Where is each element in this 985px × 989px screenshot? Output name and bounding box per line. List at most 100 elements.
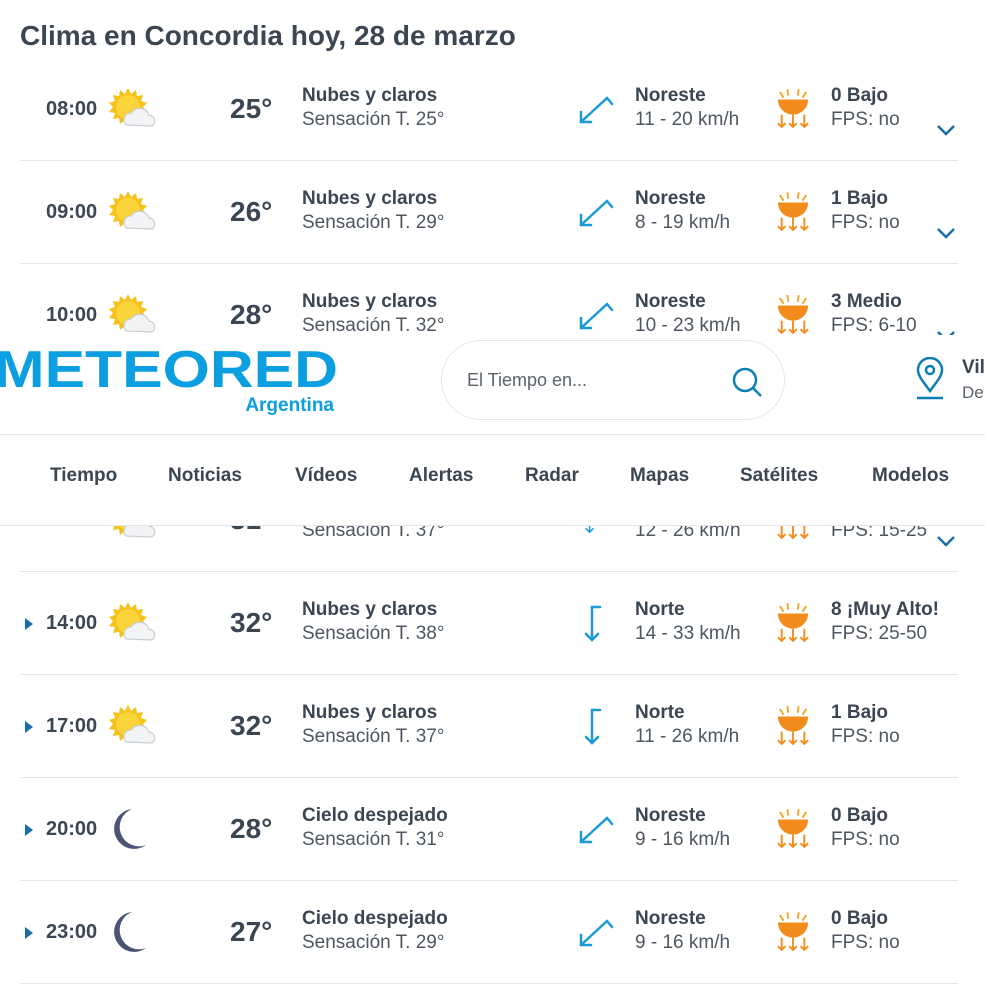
condition: Nubes y claros: [302, 599, 438, 620]
temperature: 32°: [230, 607, 273, 638]
logo-country: Argentina: [245, 395, 334, 415]
wind-speed: 9 - 16 km/h: [635, 932, 731, 953]
wind-icon: [578, 812, 614, 846]
expand-chevron-svg: [936, 124, 956, 136]
weather-icon-svg: [108, 87, 156, 127]
feels-like: Sensación T. 32°: [302, 315, 445, 336]
hour-row[interactable]: 14:00 32° Nubes y claros Sensación T. 38° No…: [0, 573, 985, 676]
wind-direction: Noreste: [635, 291, 706, 312]
expand-chevron: [936, 123, 956, 136]
weather-icon-svg: [114, 912, 146, 952]
page-title: Clima en Concordia hoy, 28 de marzo: [20, 20, 516, 51]
nav-item[interactable]: Modelos: [872, 465, 950, 486]
sunscreen: FPS: no: [831, 109, 900, 130]
expand-arrow-svg: [25, 927, 33, 939]
feels-like: Sensación T. 31°: [302, 829, 445, 850]
condition: Cielo despejado: [302, 908, 448, 929]
uv-icon: [776, 808, 810, 850]
weather-icon-svg: [108, 293, 156, 333]
expand-chevron: [936, 534, 956, 547]
sunscreen: FPS: no: [831, 932, 900, 953]
row-separator: [20, 263, 958, 264]
uv-index: 1 Bajo: [831, 188, 889, 209]
hour-row[interactable]: 20:00 28° Cielo despejado Sensación T. 31° N…: [0, 779, 985, 882]
hour-row[interactable]: 08:00 25° Nubes y claros Sensación T. 25° No…: [0, 59, 985, 162]
uv-index: 1 Bajo: [831, 702, 889, 723]
sunscreen: FPS: no: [831, 212, 900, 233]
weather-icon: [106, 293, 156, 339]
expand-arrow-svg: [25, 721, 33, 733]
expand-arrow-svg: [25, 618, 33, 630]
nav-item[interactable]: Satélites: [740, 465, 819, 486]
uv-icon: [776, 911, 810, 953]
sunscreen: FPS: 25-50: [831, 623, 928, 644]
temperature: 25°: [230, 93, 273, 124]
wind-direction: Noreste: [635, 85, 706, 106]
search-icon: [732, 367, 762, 397]
wind-icon: [578, 195, 614, 229]
uv-icon: [776, 294, 810, 336]
wind-icon-svg: [584, 605, 602, 642]
location-icon[interactable]: [913, 357, 947, 401]
uv-index: 0 Bajo: [831, 805, 889, 826]
wind-speed: 9 - 16 km/h: [635, 829, 731, 850]
wind-icon-svg: [584, 708, 602, 745]
nav-item[interactable]: Radar: [525, 465, 579, 486]
row-separator: [20, 160, 958, 161]
temperature: 32°: [230, 710, 273, 741]
uv-icon-svg: [776, 88, 810, 128]
temperature: 28°: [230, 299, 273, 330]
wind-direction: Norte: [635, 702, 685, 723]
wind-speed: 10 - 23 km/h: [635, 315, 741, 336]
nav-item[interactable]: Mapas: [630, 465, 690, 486]
hour: 08:00: [46, 98, 98, 120]
wind-icon-svg: [579, 919, 614, 947]
nav-item[interactable]: Alertas: [409, 465, 474, 486]
feels-like: Sensación T. 38°: [302, 623, 445, 644]
condition: Nubes y claros: [302, 85, 438, 106]
expand-chevron: [936, 226, 956, 239]
temperature: 26°: [230, 196, 273, 227]
nav-item[interactable]: Tiempo: [50, 465, 118, 486]
search-box[interactable]: El Tiempo en...: [441, 340, 785, 420]
feels-like: Sensación T. 29°: [302, 932, 445, 953]
wind-icon-svg: [579, 96, 614, 124]
wind-speed: 11 - 26 km/h: [635, 726, 740, 747]
row-separator: [20, 983, 958, 984]
weather-icon-svg: [114, 809, 146, 849]
logo-text: METEORED: [0, 343, 338, 399]
hour-row[interactable]: 09:00 26° Nubes y claros Sensación T. 29° No…: [0, 162, 985, 265]
uv-icon-svg: [776, 808, 810, 848]
temperature: 27°: [230, 916, 273, 947]
nav-item[interactable]: Noticias: [168, 465, 242, 486]
weather-icon: [106, 910, 156, 956]
expand-arrow: [24, 720, 34, 734]
sunscreen: FPS: 6-10: [831, 315, 917, 336]
expand-chevron-svg: [936, 227, 956, 239]
row-separator: [20, 880, 958, 881]
expand-arrow: [24, 823, 34, 837]
hour: 23:00: [46, 921, 98, 943]
uv-icon: [776, 602, 810, 644]
wind-direction: Noreste: [635, 908, 706, 929]
wind-icon-svg: [579, 199, 614, 227]
expand-arrow: [24, 926, 34, 940]
expand-arrow: [24, 617, 34, 631]
condition: Nubes y claros: [302, 291, 438, 312]
weather-icon: [106, 601, 156, 647]
header-divider: [0, 434, 985, 435]
wind-icon-svg: [579, 816, 614, 844]
hour-row[interactable]: 23:00 27° Cielo despejado Sensación T. 29° N…: [0, 882, 985, 985]
uv-icon-svg: [776, 602, 810, 642]
nav-item[interactable]: Vídeos: [295, 465, 358, 486]
location-sub: De: [962, 383, 984, 402]
expand-chevron-svg: [936, 535, 956, 547]
hour: 09:00: [46, 201, 98, 223]
hour: 20:00: [46, 818, 98, 840]
weather-icon: [106, 190, 156, 236]
location-name[interactable]: Vil: [962, 357, 985, 378]
logo[interactable]: METEORED Argentina: [0, 343, 344, 415]
wind-icon: [578, 92, 614, 126]
uv-index: 0 Bajo: [831, 85, 889, 106]
hour-row[interactable]: 17:00 32° Nubes y claros Sensación T. 37° No…: [0, 676, 985, 779]
